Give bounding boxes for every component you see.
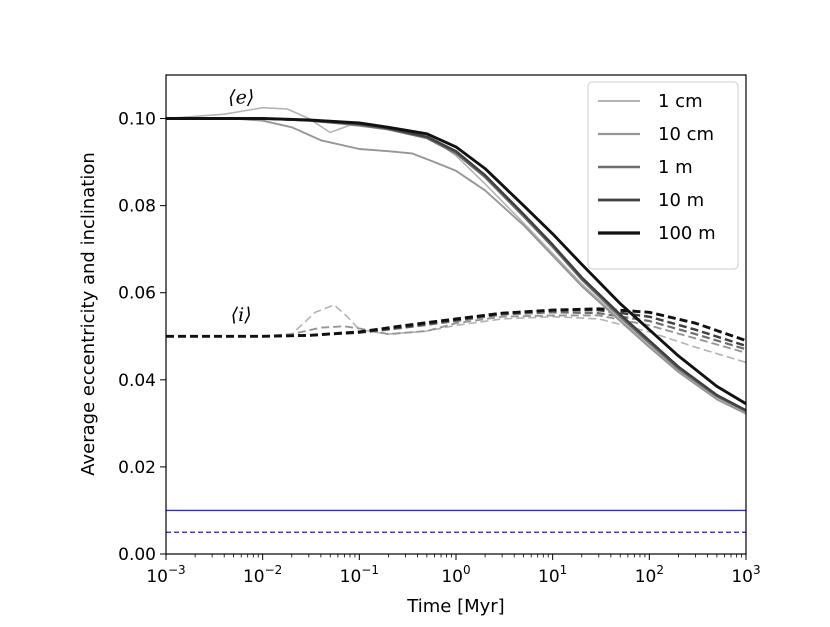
curve-annotations: ⟨e⟩ ⟨i⟩ [228,86,254,326]
y-tick-label: 0.08 [118,197,156,217]
y-axis-label: Average eccentricity and inclination [78,152,99,476]
legend-label-1-m: 1 m [658,157,693,178]
x-tick-label: 103 [731,563,760,587]
eccentricity-annotation: ⟨e⟩ [228,86,254,108]
y-tick-label: 0.02 [118,458,156,478]
y-tick-label: 0.00 [118,545,156,565]
axis-ticks: 0.00 0.02 0.04 0.06 0.08 0.10 10−3 10−2 10−1 100 1… [118,110,761,587]
x-tick-label: 10−2 [243,563,282,587]
y-tick-label: 0.06 [118,284,156,304]
legend-label-100-m: 100 m [658,223,716,244]
legend-label-10-cm: 10 cm [658,124,714,145]
x-axis-label: Time [Myr] [406,596,504,617]
inclination-line-100-m [166,307,747,342]
series-lines [165,106,747,415]
legend-box [587,81,739,270]
eccentricity-line-100-m [166,117,747,406]
y-tick-label: 0.04 [118,371,156,391]
y-tick-label: 0.10 [118,110,156,130]
x-tick-label: 10−3 [146,563,185,587]
inclination-annotation: ⟨i⟩ [231,304,252,326]
x-tick-label: 100 [441,563,470,587]
x-tick-label: 101 [538,563,567,587]
legend-label-10-m: 10 m [658,190,704,211]
reference-lines [166,509,746,533]
legend-label-1-cm: 1 cm [658,91,703,112]
x-tick-label: 102 [635,563,664,587]
x-tick-label: 10−1 [340,563,379,587]
eccentricity-line-10-cm [166,117,747,415]
inclination-line-10-cm [166,314,747,354]
plot-frame [165,74,747,555]
legend: 1 cm 10 cm 1 m 10 m 100 m [587,81,739,270]
